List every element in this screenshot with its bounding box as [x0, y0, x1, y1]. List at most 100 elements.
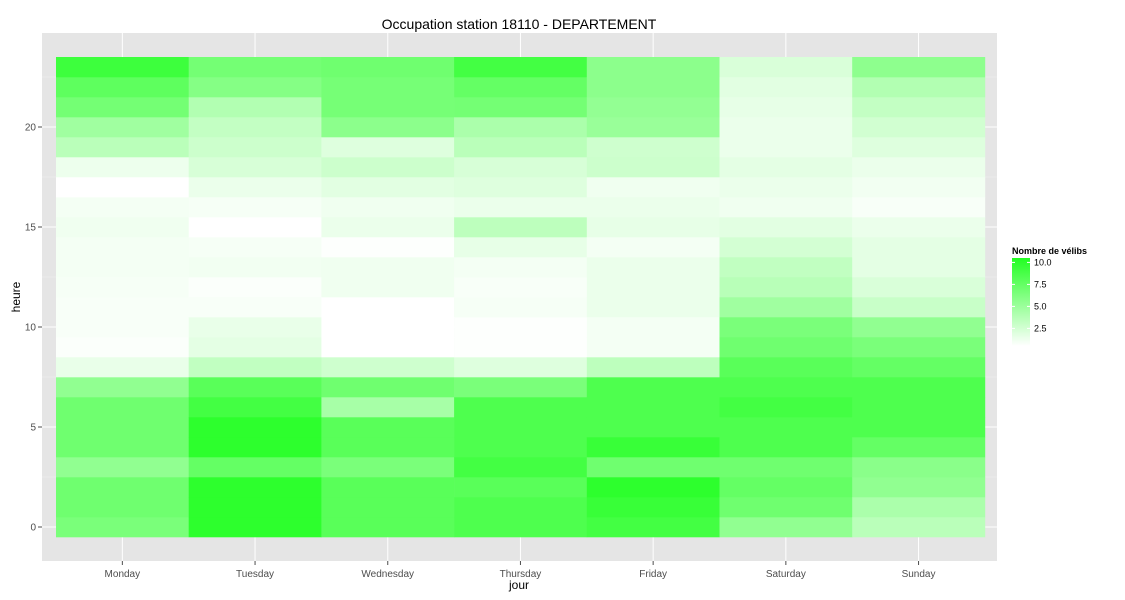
heatmap-cell [321, 257, 455, 278]
heatmap-cell [454, 457, 588, 478]
legend-tick-label: 2.5 [1034, 323, 1047, 333]
heatmap-cell [454, 257, 588, 278]
heatmap-cell [586, 377, 720, 398]
heatmap-cell [454, 137, 588, 158]
heatmap-cell [188, 197, 322, 218]
heatmap-cell [56, 437, 189, 458]
y-tick-label: 0 [30, 523, 36, 534]
x-tick-label: Saturday [766, 569, 806, 580]
heatmap-cell [719, 177, 853, 198]
heatmap-cell [321, 417, 455, 438]
heatmap-cell [188, 517, 322, 538]
heatmap-cell [586, 297, 720, 318]
heatmap-cell [321, 457, 455, 478]
heatmap-cell [719, 497, 853, 518]
heatmap-cell [321, 437, 455, 458]
heatmap-cell [852, 357, 986, 378]
heatmap-cell [454, 197, 588, 218]
heatmap-cell [188, 57, 322, 78]
heatmap-cell [188, 277, 322, 298]
heatmap-cell [852, 437, 986, 458]
heatmap-cell [56, 97, 189, 118]
heatmap-cell [454, 337, 588, 358]
heatmap-cell [321, 237, 455, 258]
heatmap-cell [719, 437, 853, 458]
y-tick-label: 10 [25, 323, 37, 334]
heatmap-cell [56, 517, 189, 538]
heatmap-cell [56, 397, 189, 418]
heatmap-cell [56, 177, 189, 198]
heatmap-cell [454, 117, 588, 138]
heatmap-cell [852, 317, 986, 338]
heatmap-cell [852, 177, 986, 198]
heatmap-cell [188, 417, 322, 438]
y-tick-label: 5 [30, 423, 36, 434]
x-tick-label: Sunday [902, 569, 936, 580]
legend-ticks: 10.0 7.5 5.0 2.5 [1012, 257, 1052, 333]
legend-tick-label: 10.0 [1034, 257, 1052, 267]
heatmap-cell [56, 137, 189, 158]
y-tick-label: 15 [25, 223, 37, 234]
heatmap-cell [56, 117, 189, 138]
heatmap-cell [586, 457, 720, 478]
heatmap-cell [454, 477, 588, 498]
heatmap-cell [188, 77, 322, 98]
x-axis: Monday Tuesday Wednesday Thursday Friday Satu… [105, 561, 936, 580]
color-legend: Nombre de vélibs 10.0 7.5 5.0 2.5 [1012, 246, 1087, 346]
heatmap-cell [852, 497, 986, 518]
heatmap-cell [852, 257, 986, 278]
heatmap-cell [321, 277, 455, 298]
heatmap-cell [454, 297, 588, 318]
heatmap-cell [188, 137, 322, 158]
heatmap-cell [188, 97, 322, 118]
heatmap-cell [454, 97, 588, 118]
heatmap-cell [188, 257, 322, 278]
heatmap-cell [586, 357, 720, 378]
heatmap-cell [586, 177, 720, 198]
heatmap-cell [454, 77, 588, 98]
heatmap-cell [852, 117, 986, 138]
heatmap-cell [852, 517, 986, 538]
heatmap-cell [852, 157, 986, 178]
heatmap-cell [719, 237, 853, 258]
heatmap-cell [321, 297, 455, 318]
heatmap-cell [321, 137, 455, 158]
heatmap-cell [586, 137, 720, 158]
heatmap-cell [454, 397, 588, 418]
heatmap-cell [321, 317, 455, 338]
heatmap-cell [852, 237, 986, 258]
x-tick-label: Tuesday [236, 569, 274, 580]
heatmap-cell [454, 417, 588, 438]
heatmap-cell [188, 177, 322, 198]
heatmap-cell [719, 157, 853, 178]
heatmap-cell [321, 77, 455, 98]
heatmap-cells [56, 57, 986, 538]
heatmap-cell [586, 437, 720, 458]
heatmap-cell [852, 197, 986, 218]
heatmap-cell [454, 377, 588, 398]
x-tick-label: Friday [639, 569, 667, 580]
heatmap-cell [852, 297, 986, 318]
y-tick-label: 20 [25, 123, 37, 134]
heatmap-cell [56, 57, 189, 78]
heatmap-cell [321, 177, 455, 198]
heatmap-cell [56, 337, 189, 358]
heatmap-cell [321, 117, 455, 138]
heatmap-cell [586, 397, 720, 418]
heatmap-cell [719, 297, 853, 318]
heatmap-cell [852, 217, 986, 238]
heatmap-cell [454, 317, 588, 338]
heatmap-cell [188, 317, 322, 338]
heatmap-cell [586, 517, 720, 538]
heatmap-cell [321, 197, 455, 218]
heatmap-cell [852, 417, 986, 438]
heatmap-cell [719, 457, 853, 478]
heatmap-cell [719, 377, 853, 398]
heatmap-cell [586, 477, 720, 498]
x-axis-title: jour [508, 578, 529, 592]
heatmap-cell [852, 57, 986, 78]
heatmap-cell [56, 317, 189, 338]
x-tick-label: Thursday [500, 569, 542, 580]
heatmap-cell [852, 97, 986, 118]
